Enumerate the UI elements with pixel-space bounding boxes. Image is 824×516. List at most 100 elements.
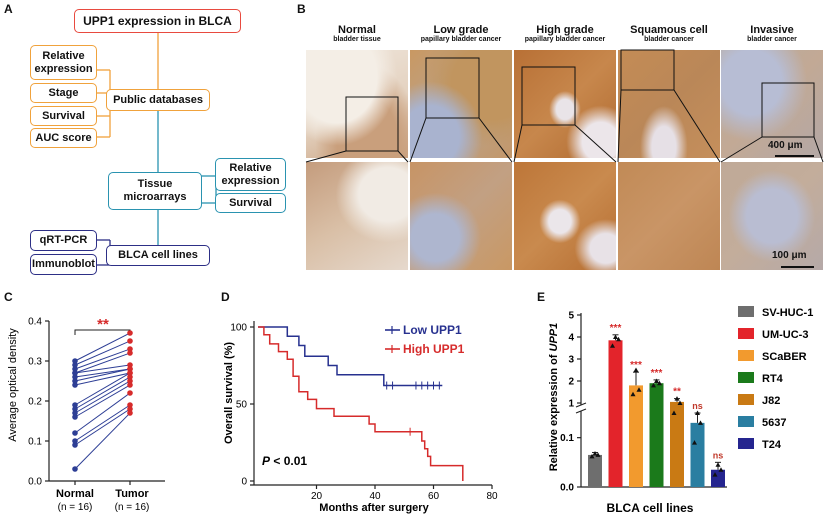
tumor-point xyxy=(127,362,133,368)
panel-d-km-curves xyxy=(258,326,464,481)
tumor-point xyxy=(127,330,133,336)
tumor-point xyxy=(127,390,133,396)
panel-c-pair-lines xyxy=(74,332,131,470)
panel-d-ytick-label: 100 xyxy=(230,323,247,334)
panel-c-group-tumor: Tumor xyxy=(115,488,149,500)
replicate-point xyxy=(633,367,639,372)
replicate-point xyxy=(695,410,700,415)
panel-e-ytick-label: 3 xyxy=(568,355,574,366)
panel-e-xlabel: BLCA cell lines xyxy=(607,501,694,515)
panel-c-ytick-label: 0.2 xyxy=(28,397,42,408)
pair-line xyxy=(74,404,131,442)
replicate-point xyxy=(718,467,724,472)
histology-normal-low-mag xyxy=(306,50,408,158)
panel-d-letter: D xyxy=(221,290,230,304)
immunoblot-box: Immunoblot xyxy=(30,254,97,275)
panel-e-ytick-label: 4 xyxy=(568,333,574,344)
histology-low-grade-high-mag xyxy=(410,162,512,270)
title-box: UPP1 expression in BLCA xyxy=(74,9,241,33)
replicate-point xyxy=(630,391,636,397)
header-high-grade: High grade papillary bladder cancer xyxy=(514,24,616,43)
bar-5637 xyxy=(690,422,705,487)
panel-c-yticks: 0.0 0.1 0.2 0.3 0.4 xyxy=(28,317,49,488)
legend-label: 5637 xyxy=(762,417,786,429)
normal-point xyxy=(72,414,78,420)
panel-d-xlabel: Months after surgery xyxy=(319,502,429,514)
header-subtitle: bladder tissue xyxy=(333,36,381,43)
panel-e-ytick-label: 0.1 xyxy=(560,433,574,444)
histology-normal-high-mag xyxy=(306,162,408,270)
panel-c-points xyxy=(72,330,133,472)
tumor-point xyxy=(127,402,133,408)
replicate-point xyxy=(674,396,680,401)
header-title: High grade xyxy=(536,24,594,36)
panel-e-ytick-label: 5 xyxy=(568,311,574,322)
replicate-point xyxy=(610,343,615,348)
significance-label: *** xyxy=(651,368,663,379)
replicate-point xyxy=(589,453,595,459)
panel-c-group-normal: Normal xyxy=(56,488,94,500)
normal-point xyxy=(72,374,78,380)
panel-e-legend: SV-HUC-1 UM-UC-3 SCaBER RT4 J82 5637 T24 xyxy=(738,306,813,451)
pair-line xyxy=(74,332,131,362)
normal-point xyxy=(72,382,78,388)
bar-t24 xyxy=(711,469,725,487)
legend-label: T24 xyxy=(762,439,782,451)
replicate-point xyxy=(651,382,656,388)
bar-scaber xyxy=(629,385,643,487)
tumor-point xyxy=(127,410,133,416)
bar-rt4 xyxy=(649,383,664,487)
panel-c-ytick-label: 0.4 xyxy=(28,317,42,328)
bar-um-uc-3 xyxy=(608,340,623,487)
panel-d-xtick-label: 60 xyxy=(428,491,440,502)
survival-tma-box: Survival xyxy=(215,193,286,213)
normal-point xyxy=(72,430,78,436)
header-title: Invasive xyxy=(750,24,794,36)
replicate-point xyxy=(692,440,697,445)
significance-label: ** xyxy=(673,387,681,398)
pair-line xyxy=(74,392,131,434)
panel-c-significance: ** xyxy=(97,316,109,333)
stage-box: Stage xyxy=(30,83,97,103)
panel-b-letter: B xyxy=(297,2,306,16)
survival-db-box: Survival xyxy=(30,106,97,126)
legend-swatch xyxy=(738,372,754,383)
header-title: Squamous cell xyxy=(630,24,708,36)
pair-line xyxy=(74,352,131,374)
legend-label: SCaBER xyxy=(762,351,807,363)
pair-line xyxy=(74,372,131,406)
normal-point xyxy=(72,410,78,416)
tumor-point xyxy=(127,382,133,388)
legend-swatch xyxy=(738,350,754,361)
auc-score-box: AUC score xyxy=(30,128,97,148)
significance-label: ns xyxy=(692,401,703,411)
replicate-point xyxy=(671,410,677,415)
panel-e-letter: E xyxy=(537,290,546,304)
tumor-point xyxy=(127,374,133,380)
replicate-point xyxy=(613,334,618,339)
panel-e-chart: Relative expression of UPP1 123450.00.1 … xyxy=(548,306,813,515)
tumor-point xyxy=(127,370,133,376)
replicate-point xyxy=(657,380,662,386)
panel-d-yticks: 0 50 100 xyxy=(230,323,254,488)
header-low-grade: Low grade papillary bladder cancer xyxy=(410,24,512,43)
histology-high-grade-high-mag xyxy=(514,162,616,270)
scale-bar-bottom-label: 100 μm xyxy=(772,250,807,261)
header-normal: Normal bladder tissue xyxy=(306,24,408,43)
legend-label: J82 xyxy=(762,395,780,407)
replicate-point xyxy=(677,400,683,405)
replicate-point xyxy=(595,452,601,457)
tumor-point xyxy=(127,350,133,356)
panel-e-ytick-label: 0.0 xyxy=(560,483,574,494)
header-subtitle: bladder cancer xyxy=(747,36,797,43)
legend-swatch xyxy=(738,416,754,427)
normal-point xyxy=(72,442,78,448)
tumor-point xyxy=(127,406,133,412)
pair-line xyxy=(74,340,131,366)
replicate-point xyxy=(636,387,642,392)
pair-line xyxy=(74,412,131,470)
panel-c-n-normal: (n = 16) xyxy=(58,502,93,513)
normal-point xyxy=(72,466,78,472)
legend-low-upp1: Low UPP1 xyxy=(403,323,462,337)
significance-label: *** xyxy=(630,360,642,371)
